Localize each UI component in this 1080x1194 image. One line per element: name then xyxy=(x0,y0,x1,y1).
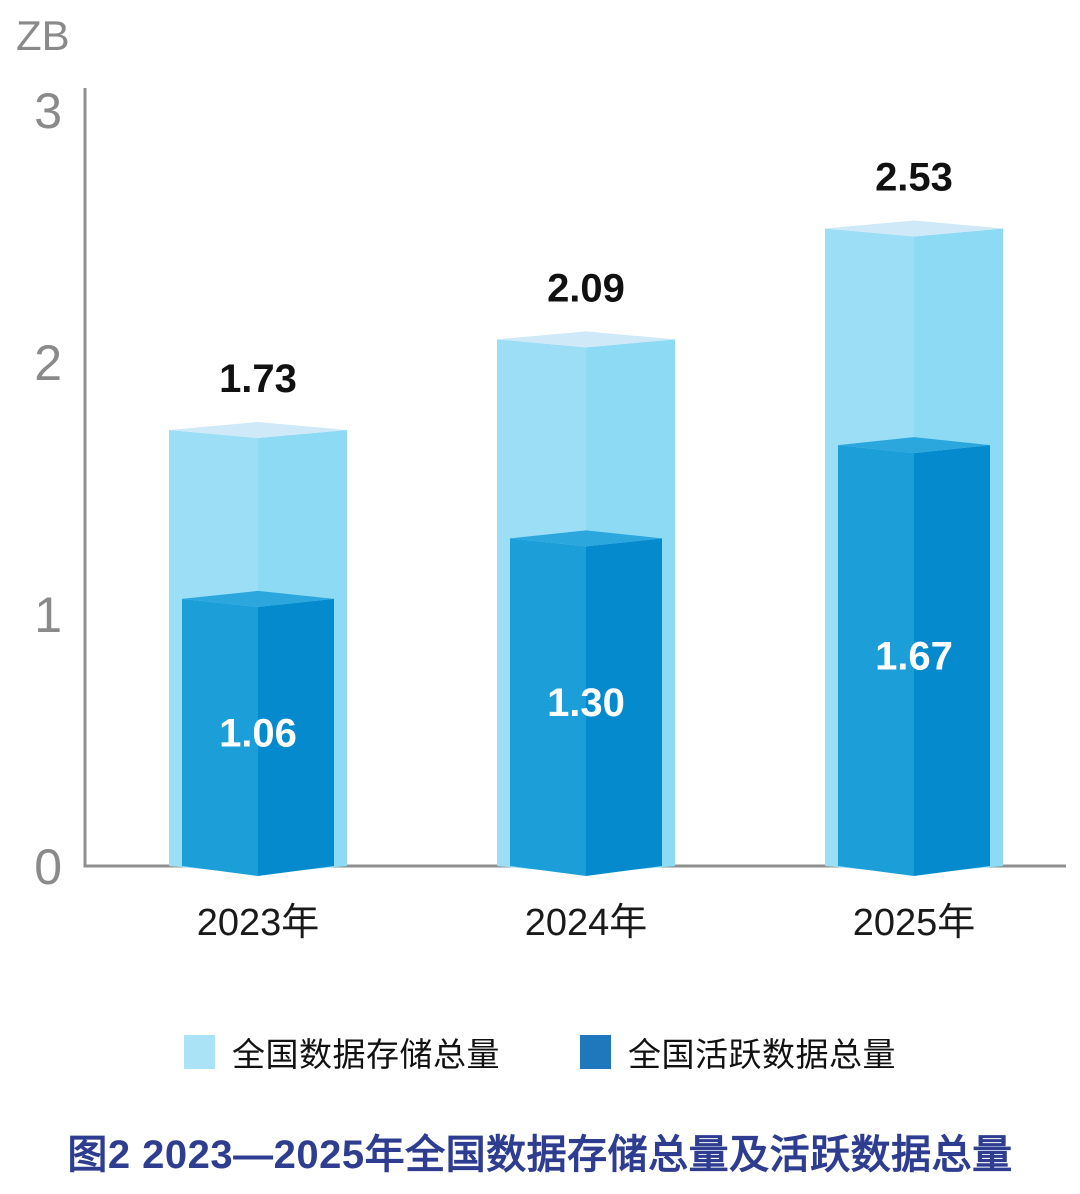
axes-lines xyxy=(83,88,1066,868)
x-label-2025年: 2025年 xyxy=(853,902,976,944)
active-bar-2024年-left-face xyxy=(510,538,586,876)
figure-title: 图2 2023—2025年全国数据存储总量及活跃数据总量 xyxy=(67,1133,1013,1177)
storage-legend-label: 全国数据存储总量 xyxy=(232,1036,500,1073)
storage-value-label-2024年: 2.09 xyxy=(547,266,625,310)
chart-legend: 全国数据存储总量 全国活跃数据总量 xyxy=(0,1028,1080,1076)
active-bar-2023年-top-face xyxy=(182,590,334,607)
bar-chart-canvas: 0 1 2 3 1.73 1.06 2023年 2.09 1.30 2024年 2.53 1.67 20… xyxy=(34,83,1066,944)
active-bar-2024年-right-face xyxy=(586,538,662,876)
active-value-label-2023年: 1.06 xyxy=(219,711,297,755)
active-legend-swatch xyxy=(580,1035,611,1069)
y-tick-3: 3 xyxy=(34,83,62,139)
x-label-2023年: 2023年 xyxy=(197,902,320,944)
active-bar-2025年-right-face xyxy=(914,445,990,876)
active-legend-label: 全国活跃数据总量 xyxy=(628,1036,896,1073)
storage-value-label-2023年: 1.73 xyxy=(219,357,297,401)
y-tick-0: 0 xyxy=(34,839,62,895)
storage-legend-swatch xyxy=(184,1035,215,1069)
active-bar-2025年-top-face xyxy=(838,437,990,454)
active-bar-2025年-left-face xyxy=(838,445,914,876)
active-bar-2024年-top-face xyxy=(510,530,662,547)
y-axis-unit-label: ZB xyxy=(16,12,70,59)
active-bar-2023年-right-face xyxy=(258,598,334,876)
y-tick-1: 1 xyxy=(34,587,62,643)
storage-bar-2024年-top-face xyxy=(497,331,675,348)
y-tick-2: 2 xyxy=(34,335,62,391)
storage-value-label-2025年: 2.53 xyxy=(875,155,953,199)
active-bar-2023年-left-face xyxy=(182,598,258,876)
legend-item-active: 全国活跃数据总量 xyxy=(580,1028,896,1076)
active-value-label-2024年: 1.30 xyxy=(547,681,625,725)
x-label-2024年: 2024年 xyxy=(525,902,648,944)
legend-item-storage: 全国数据存储总量 xyxy=(184,1028,500,1076)
storage-bar-2023年-top-face xyxy=(169,422,347,439)
storage-bar-2025年-top-face xyxy=(825,220,1003,237)
active-value-label-2025年: 1.67 xyxy=(875,635,953,679)
